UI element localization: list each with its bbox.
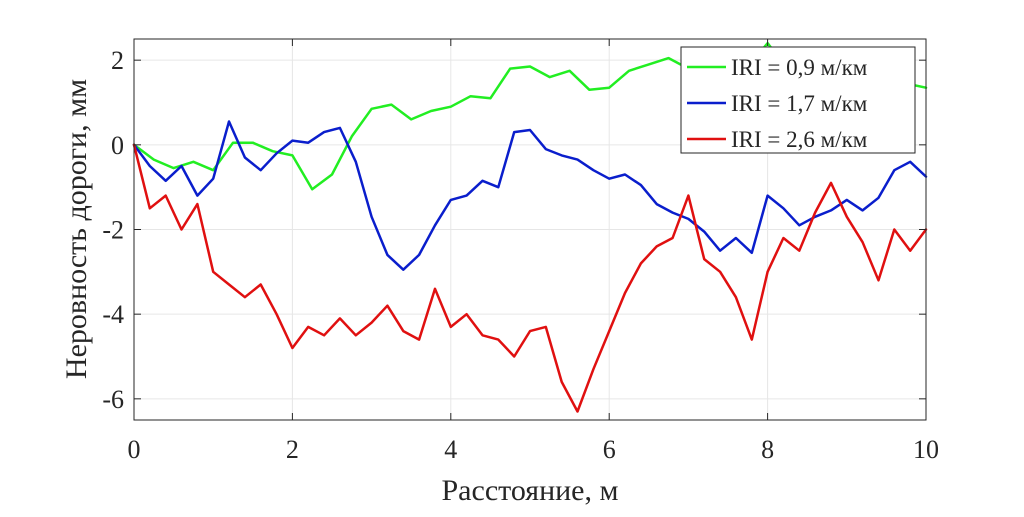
x-tick-label: 8 <box>761 435 774 464</box>
x-tick-labels: 0 2 4 6 8 10 <box>128 435 940 464</box>
y-tick-label: -6 <box>102 385 124 414</box>
x-tick-label: 0 <box>128 435 141 464</box>
x-tick-label: 4 <box>444 435 457 464</box>
y-tick-label: -4 <box>102 300 124 329</box>
y-tick-label: -2 <box>102 216 124 245</box>
legend-label-1: IRI = 1,7 м/км <box>731 91 868 116</box>
y-tick-labels: -6 -4 -2 0 2 <box>102 46 124 414</box>
y-tick-label: 0 <box>111 131 124 160</box>
legend-box <box>680 46 916 154</box>
x-tick-label: 6 <box>603 435 616 464</box>
legend: IRI = 0,9 м/км IRI = 1,7 м/км IRI = 2,6 … <box>680 46 916 154</box>
x-tick-label: 10 <box>913 435 939 464</box>
x-tick-label: 2 <box>286 435 299 464</box>
legend-label-2: IRI = 2,6 м/км <box>731 127 868 152</box>
tick-marks <box>133 39 927 420</box>
series-line-1 <box>132 120 928 271</box>
series-line-2 <box>132 143 928 413</box>
y-axis-label: Неровность дороги, мм <box>60 79 93 379</box>
legend-label-0: IRI = 0,9 м/км <box>731 55 868 80</box>
y-tick-label: 2 <box>111 46 124 75</box>
x-axis-label: Расстояние, м <box>442 474 619 507</box>
